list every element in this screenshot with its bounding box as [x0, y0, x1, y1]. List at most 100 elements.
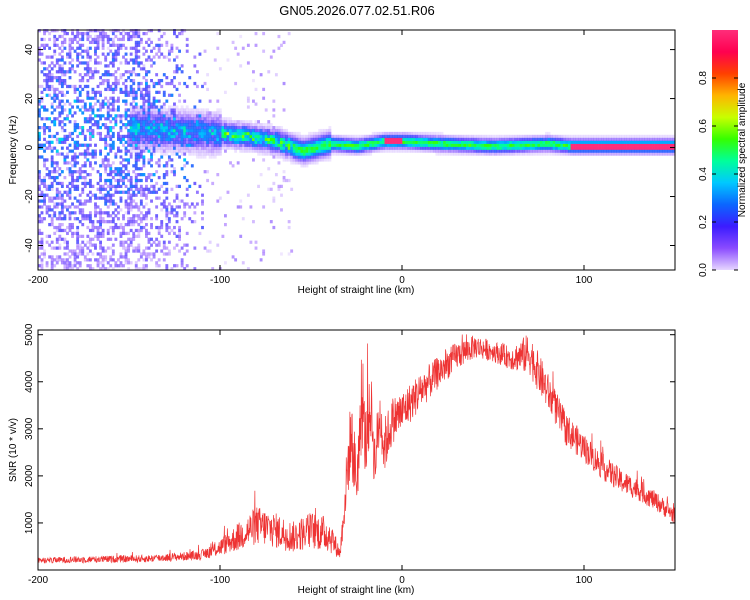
spectrogram-cell — [152, 190, 156, 194]
spectrogram-cell — [53, 214, 57, 218]
spectrogram-cell — [218, 134, 222, 139]
spectrogram-cell — [601, 146, 604, 150]
spectrogram-cell — [366, 152, 370, 156]
spectrogram-cell — [180, 29, 184, 33]
spectrogram-cell — [114, 123, 118, 127]
spectrogram-cell — [145, 193, 148, 197]
spectrogram-cell — [448, 137, 452, 141]
spectrogram-cell — [636, 143, 640, 147]
spectrogram-cell — [190, 149, 194, 153]
spectrogram-cell — [134, 261, 138, 265]
spectrogram-cell — [73, 140, 77, 144]
spectrogram-cell — [193, 64, 197, 68]
spectrogram-cell — [527, 140, 531, 144]
spectrogram-cell — [170, 93, 174, 97]
spectrogram-cell — [157, 37, 161, 42]
spectrogram-cell — [106, 134, 110, 139]
spectrogram-cell — [165, 140, 169, 144]
spectrogram-cell — [328, 146, 332, 150]
spectrogram-cell — [160, 184, 164, 189]
spectrogram-cell — [139, 134, 143, 139]
spectrogram-cell — [450, 134, 454, 139]
spectrogram-cell — [290, 249, 294, 253]
spectrogram-cell — [552, 143, 556, 147]
spectrogram-cell — [193, 55, 197, 59]
spectrogram-cell — [157, 225, 161, 230]
spectrogram-cell — [175, 137, 179, 141]
spectrogram-cell — [160, 234, 164, 238]
spectrogram-cell — [450, 152, 454, 156]
spectrogram-cell — [282, 137, 286, 141]
spectrogram-cell — [78, 52, 82, 56]
spectrogram-cell — [267, 143, 271, 147]
spectrogram-cell — [257, 143, 260, 147]
spectrogram-cell — [491, 137, 495, 141]
spectrogram-cell — [331, 140, 334, 144]
spectrogram-cell — [88, 67, 92, 71]
spectrogram-cell — [616, 149, 620, 153]
spectrogram-cell — [188, 123, 192, 127]
spectrogram-cell — [190, 152, 194, 156]
spectrogram-cell — [124, 114, 128, 118]
spectrogram-cell — [43, 217, 46, 221]
spectrogram-cell — [53, 225, 57, 230]
spectrogram-cell — [657, 149, 661, 153]
spectrogram-cell — [38, 214, 41, 218]
spectrogram-cell — [58, 46, 62, 50]
spectrogram-cell — [351, 140, 355, 144]
spectrogram-cell — [150, 158, 153, 162]
spectrogram-cell — [206, 143, 210, 147]
spectrogram-cell — [48, 170, 52, 174]
spectrogram-cell — [53, 96, 57, 100]
spectrogram-cell — [624, 149, 627, 153]
spectrogram-cell — [81, 143, 85, 147]
spectrogram-cell — [150, 105, 153, 109]
spectrogram-cell — [58, 202, 62, 206]
spectrogram-cell — [109, 37, 113, 42]
y-tick-label: 0 — [24, 144, 35, 150]
spectrogram-cell — [443, 140, 446, 144]
spectrogram-cell — [229, 146, 232, 150]
spectrogram-cell — [188, 143, 192, 147]
spectrogram-cell — [40, 246, 44, 250]
spectrogram-cell — [315, 152, 319, 156]
spectrogram-cell — [96, 114, 100, 118]
spectrogram-cell — [157, 29, 161, 33]
spectrogram-cell — [43, 46, 46, 50]
spectrogram-cell — [88, 264, 92, 268]
spectrogram-cell — [109, 108, 113, 112]
spectrogram-cell — [160, 108, 164, 112]
spectrogram-cell — [346, 152, 350, 156]
spectrogram-cell — [514, 146, 518, 150]
spectrogram-cell — [167, 134, 171, 139]
spectrogram-cell — [440, 152, 444, 156]
spectrogram-cell — [142, 149, 146, 153]
spectrogram-cell — [129, 193, 133, 197]
spectrogram-cell — [170, 117, 174, 121]
spectrogram-cell — [545, 149, 548, 153]
spectrogram-cell — [425, 137, 429, 141]
spectrogram-cell — [134, 264, 138, 268]
spectrogram-cell — [203, 140, 207, 144]
spectrogram-cell — [295, 143, 299, 147]
spectrogram-cell — [560, 137, 564, 141]
spectrogram-cell — [320, 137, 324, 141]
spectrogram-cell — [129, 46, 133, 50]
spectrogram-cell — [122, 175, 125, 180]
spectrogram-cell — [590, 152, 594, 156]
colorbar-tick-label: 0.4 — [698, 167, 709, 181]
spectrogram-cell — [122, 217, 125, 221]
spectrogram-cell — [305, 146, 309, 150]
spectrogram-cell — [430, 134, 434, 139]
spectrogram-cell — [392, 140, 396, 144]
spectrogram-cell — [206, 114, 210, 118]
spectrogram-cell — [201, 152, 204, 156]
spectrogram-cell — [175, 126, 179, 130]
spectrogram-cell — [180, 105, 184, 109]
spectrogram-cell — [415, 131, 418, 136]
spectrogram-cell — [145, 264, 148, 268]
spectrogram-cell — [542, 152, 546, 156]
spectrogram-cell — [134, 61, 138, 65]
spectrogram-cell — [71, 178, 74, 183]
spectrogram-cell — [333, 134, 337, 139]
